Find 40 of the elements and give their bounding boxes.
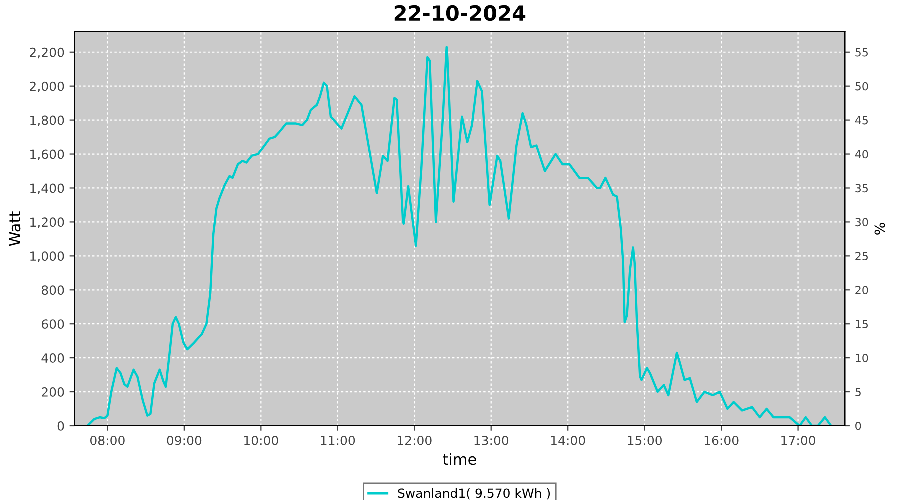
y-tick-label: 200 — [42, 388, 64, 397]
legend-label: Swanland1( 9.570 kWh ) — [398, 488, 550, 500]
chart-title: 22-10-2024 — [394, 5, 526, 22]
y2-tick-label: 50 — [856, 82, 868, 91]
x-tick-label: 17:00 — [782, 436, 816, 446]
x-tick-label: 11:00 — [321, 436, 356, 446]
y-tick-label: 1,800 — [30, 116, 64, 127]
y2-axis-title: % — [874, 223, 886, 235]
y2-tick-label: 0 — [856, 422, 862, 430]
y-tick-label: 0 — [58, 421, 64, 431]
x-tick-label: 16:00 — [704, 436, 739, 446]
y-tick-label: 2,000 — [30, 82, 64, 93]
y-tick-label: 800 — [42, 286, 64, 296]
x-tick-label: 10:00 — [244, 436, 278, 446]
y2-tick-label: 20 — [856, 286, 868, 295]
y2-tick-label: 15 — [856, 320, 868, 328]
x-tick-label: 13:00 — [474, 436, 509, 446]
x-tick-label: 08:00 — [90, 436, 125, 446]
y-tick-label: 400 — [42, 354, 64, 363]
y-tick-label: 600 — [42, 320, 64, 330]
y-tick-label: 1,400 — [30, 184, 64, 194]
y-tick-label: 1,000 — [30, 252, 64, 262]
line-series — [86, 46, 832, 426]
y2-tick-label: 5 — [856, 388, 861, 396]
x-tick-label: 12:00 — [398, 436, 432, 446]
y2-tick-label: 10 — [856, 354, 868, 362]
y2-tick-label: 55 — [856, 48, 868, 57]
y2-tick-label: 40 — [855, 150, 868, 159]
y-tick-label: 2,200 — [30, 48, 64, 59]
x-tick-label: 15:00 — [628, 436, 662, 446]
x-tick-label: 14:00 — [551, 436, 586, 446]
y2-tick-label: 35 — [856, 184, 868, 193]
y2-tick-label: 45 — [855, 116, 868, 125]
x-tick-label: 09:00 — [167, 436, 202, 446]
x-axis-title: time — [443, 453, 476, 466]
y-tick-label: 1,200 — [30, 218, 64, 228]
y-axis-title: Watt — [9, 212, 21, 246]
y2-tick-label: 30 — [856, 218, 868, 227]
y2-tick-label: 25 — [856, 252, 868, 261]
y-tick-label: 1,600 — [30, 150, 64, 160]
